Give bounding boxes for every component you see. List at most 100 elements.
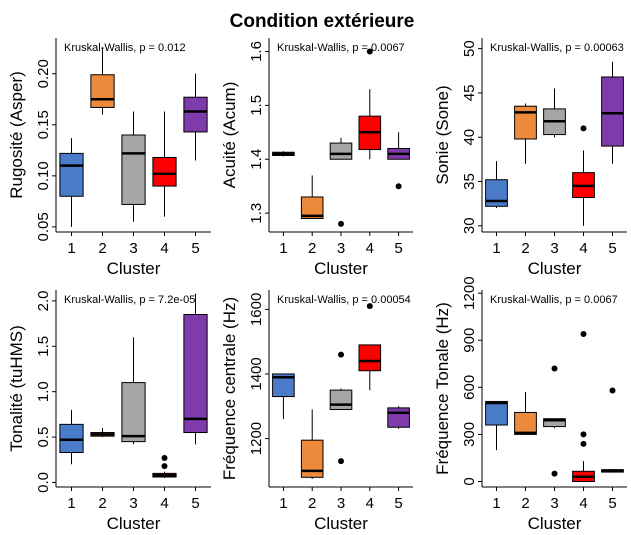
outlier-point xyxy=(580,125,587,132)
box-cluster-4 xyxy=(152,454,177,478)
y-tick-label: 2.0 xyxy=(35,290,52,311)
x-tick-label: 1 xyxy=(279,240,287,257)
x-tick-label: 5 xyxy=(608,240,616,257)
box-iqr xyxy=(329,142,353,160)
x-tick-label: 4 xyxy=(579,495,587,512)
y-tick-label: 1600 xyxy=(248,293,265,326)
y-tick-label: 1.0 xyxy=(35,381,52,402)
outlier-point xyxy=(580,440,587,447)
x-tick-label: 4 xyxy=(160,240,168,257)
box-cluster-3 xyxy=(329,351,353,465)
kruskal-wallis-annotation: Kruskal-Wallis, p = 0.0067 xyxy=(490,294,618,306)
x-axis-title: Cluster xyxy=(314,259,368,278)
x-tick-label: 1 xyxy=(492,240,500,257)
x-tick-label: 4 xyxy=(160,495,168,512)
y-tick-label: 1.6 xyxy=(248,41,265,62)
outlier-point xyxy=(338,458,344,465)
y-tick-label: 0.20 xyxy=(35,59,52,88)
y-tick-label: 0.10 xyxy=(35,161,52,190)
x-tick-label: 3 xyxy=(337,495,345,512)
x-tick-label: 2 xyxy=(308,495,316,512)
box-iqr xyxy=(387,407,410,428)
x-tick-label: 5 xyxy=(191,240,199,257)
outlier-point xyxy=(580,431,587,438)
box-cluster-5 xyxy=(387,132,410,190)
outlier-point xyxy=(580,330,587,337)
y-tick-label: 0 xyxy=(461,477,478,485)
y-tick-label: 40 xyxy=(461,129,478,146)
x-tick-label: 5 xyxy=(394,495,402,512)
box-iqr xyxy=(514,411,537,435)
box-cluster-5 xyxy=(601,61,624,164)
x-tick-label: 1 xyxy=(279,495,287,512)
x-tick-label: 5 xyxy=(191,495,199,512)
y-tick-label: 0.5 xyxy=(35,427,52,448)
y-tick-label: 1.3 xyxy=(248,203,265,224)
box-iqr xyxy=(300,196,324,220)
box-iqr xyxy=(183,96,208,133)
x-tick-label: 3 xyxy=(129,240,137,257)
x-tick-label: 4 xyxy=(579,240,587,257)
box-cluster-1 xyxy=(485,161,508,209)
box-cluster-4 xyxy=(358,48,382,160)
box-iqr xyxy=(485,400,508,426)
panel-2: 1.3 1.4 1.5 1.6 1 2 3 4 5 Cluster Acuité (Acum) Kru… xyxy=(220,38,413,278)
y-tick-label: 35 xyxy=(461,173,478,190)
box-cluster-5 xyxy=(387,406,410,429)
y-tick-label: 0.05 xyxy=(35,212,52,241)
box-iqr xyxy=(329,389,353,410)
box-iqr xyxy=(358,344,382,372)
outlier-point xyxy=(551,365,558,372)
box-cluster-1 xyxy=(485,400,508,451)
box-cluster-3 xyxy=(543,88,566,138)
box-iqr xyxy=(485,179,508,207)
y-axis-title: Fréquence centrale (Hz) xyxy=(220,297,239,480)
box-cluster-4 xyxy=(152,111,177,217)
box-cluster-3 xyxy=(543,365,566,477)
box-cluster-5 xyxy=(601,387,624,473)
box-iqr xyxy=(121,382,146,443)
box-cluster-4 xyxy=(358,303,382,391)
y-tick-label: 1.5 xyxy=(248,95,265,116)
box-cluster-3 xyxy=(121,111,146,222)
box-cluster-5 xyxy=(183,73,208,161)
box-cluster-2 xyxy=(514,392,537,435)
box-cluster-2 xyxy=(300,175,324,220)
x-axis-title: Cluster xyxy=(107,259,161,278)
box-iqr xyxy=(300,439,324,478)
y-tick-label: 0.0 xyxy=(35,472,52,493)
box-iqr xyxy=(59,152,84,197)
box-iqr xyxy=(121,134,146,205)
outlier-point xyxy=(338,220,344,227)
kruskal-wallis-annotation: Kruskal-Wallis, p = 0.0067 xyxy=(277,42,405,54)
y-tick-label: 45 xyxy=(461,85,478,102)
box-cluster-5 xyxy=(183,293,208,445)
box-cluster-2 xyxy=(300,409,324,479)
box-iqr xyxy=(90,74,115,108)
box-cluster-2 xyxy=(90,47,115,115)
y-tick-label: 50 xyxy=(461,40,478,57)
y-axis-title: Acuité (Acum) xyxy=(220,82,239,189)
x-tick-label: 1 xyxy=(492,495,500,512)
x-tick-label: 2 xyxy=(98,240,106,257)
outlier-point xyxy=(161,454,168,461)
box-iqr xyxy=(514,105,537,140)
kruskal-wallis-annotation: Kruskal-Wallis, p = 0.00054 xyxy=(277,294,411,306)
x-axis-title: Cluster xyxy=(528,514,582,533)
x-tick-label: 1 xyxy=(67,240,75,257)
outlier-point xyxy=(366,48,373,55)
box-cluster-1 xyxy=(272,151,295,157)
box-iqr xyxy=(272,373,295,398)
outlier-point xyxy=(551,470,558,477)
box-iqr xyxy=(543,418,566,428)
outlier-point xyxy=(161,463,168,470)
y-tick-label: 30 xyxy=(461,217,478,234)
box-iqr xyxy=(183,314,208,434)
y-tick-label: 1200 xyxy=(461,276,478,309)
x-tick-label: 5 xyxy=(394,240,402,257)
y-axis-title: Fréquence Tonale (Hz) xyxy=(433,302,452,475)
x-tick-label: 3 xyxy=(337,240,345,257)
